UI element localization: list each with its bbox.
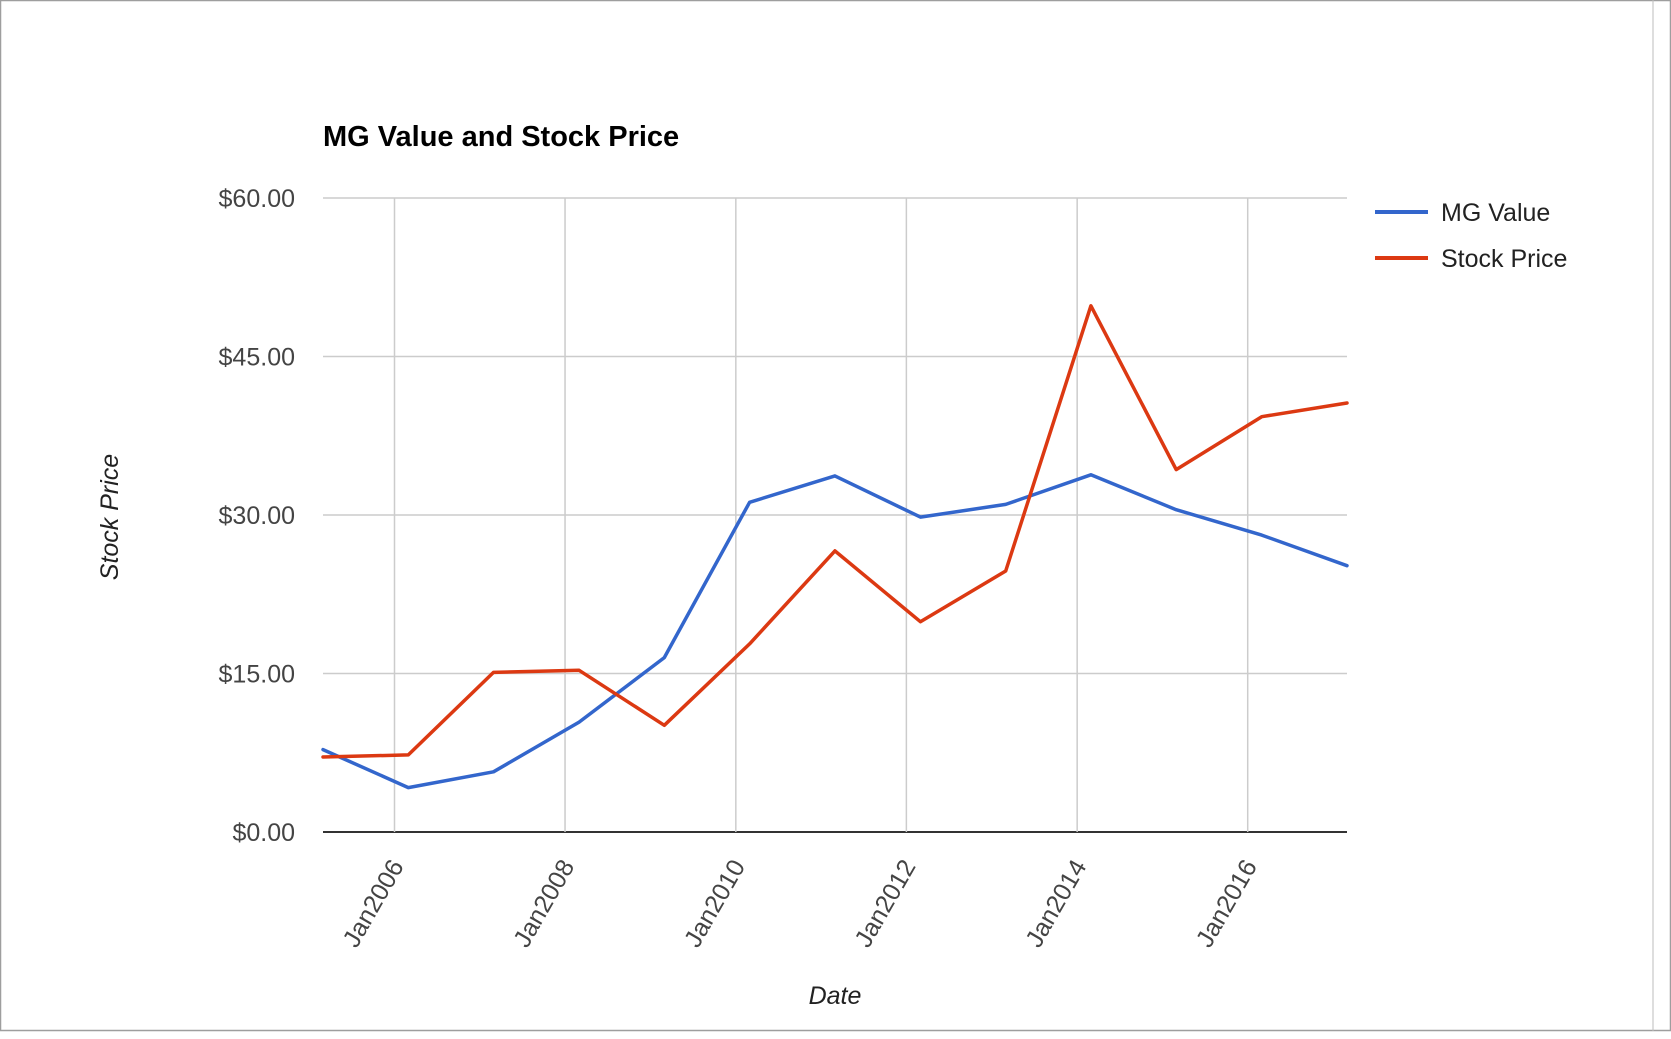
x-axis-title: Date bbox=[809, 982, 862, 1010]
y-tick-label: $45.00 bbox=[219, 344, 295, 372]
legend: MG Value Stock Price bbox=[1375, 199, 1567, 273]
y-tick-label: $60.00 bbox=[219, 185, 295, 213]
y-tick-label: $30.00 bbox=[219, 502, 295, 530]
legend-label-mg-value: MG Value bbox=[1441, 199, 1550, 227]
series-layer bbox=[321, 304, 1349, 790]
series-line-mg-value bbox=[321, 473, 1349, 790]
gridlines bbox=[323, 197, 1347, 833]
legend-label-stock-price: Stock Price bbox=[1441, 245, 1567, 273]
series-line-stock-price bbox=[321, 304, 1349, 759]
y-tick-label: $0.00 bbox=[232, 819, 295, 847]
chart-title: MG Value and Stock Price bbox=[323, 121, 679, 153]
y-axis-title: Stock Price bbox=[96, 454, 124, 580]
y-tick-label: $15.00 bbox=[219, 661, 295, 689]
